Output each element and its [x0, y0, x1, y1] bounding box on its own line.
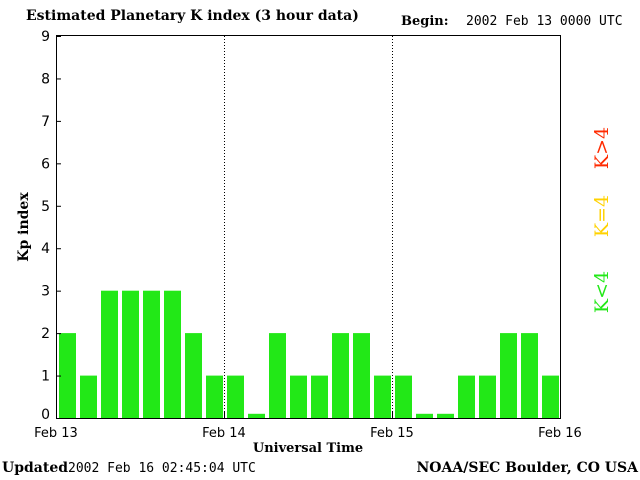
y-tick-label: 4 [41, 241, 50, 257]
kp-bar-23 [521, 333, 538, 418]
updated-timestamp: 2002 Feb 16 02:45:04 UTC [68, 461, 256, 476]
kp-bar-15 [353, 333, 370, 418]
kp-bar-21 [479, 375, 496, 418]
kp-bar-9 [227, 375, 244, 418]
credit-text: NOAA/SEC Boulder, CO USA [416, 460, 639, 476]
y-tick-label: 7 [41, 114, 50, 130]
kp-bar-19 [437, 413, 454, 418]
updated-label: Updated [2, 460, 69, 476]
kp-bar-3 [101, 290, 118, 418]
kp-bar-18 [416, 413, 433, 418]
x-tick-label: Feb 15 [370, 426, 414, 441]
begin-date: 2002 Feb 13 0000 UTC [466, 14, 623, 29]
kp-bar-14 [332, 333, 349, 418]
kp-bar-1 [59, 333, 76, 418]
plot-frame [56, 35, 561, 419]
kp-bar-11 [269, 333, 286, 418]
begin-label: Begin: [401, 14, 449, 29]
y-tick-label: 8 [41, 71, 50, 87]
legend-k-greater-4: K>4 [591, 127, 613, 169]
y-tick-label: 5 [41, 199, 50, 215]
kp-bar-7 [185, 333, 202, 418]
y-tick-label: 2 [41, 326, 50, 342]
kp-bar-6 [164, 290, 181, 418]
kp-bar-5 [143, 290, 160, 418]
y-axis: 0 1 2 3 4 5 6 7 8 9 [41, 29, 61, 423]
bars-group [59, 290, 559, 418]
y-tick-label: 6 [41, 156, 50, 172]
kp-bar-22 [500, 333, 517, 418]
x-tick-label: Feb 14 [202, 426, 246, 441]
kp-bar-2 [80, 375, 97, 418]
kp-bar-10 [248, 413, 265, 418]
legend-k-equal-4: K=4 [591, 195, 613, 237]
kp-bar-24 [542, 375, 559, 418]
x-tick-label: Feb 16 [538, 426, 582, 441]
y-tick-label: 9 [41, 29, 50, 45]
kp-bar-16 [374, 375, 391, 418]
y-tick-label: 1 [41, 369, 50, 385]
kp-bar-20 [458, 375, 475, 418]
kp-bar-17 [395, 375, 412, 418]
y-tick-label: 3 [41, 284, 50, 300]
kp-bar-13 [311, 375, 328, 418]
legend-k-less-4: K<4 [591, 271, 613, 313]
x-axis: Feb 13 Feb 14 Feb 15 Feb 16 [34, 412, 582, 441]
kp-bar-12 [290, 375, 307, 418]
chart-title: Estimated Planetary K index (3 hour data… [26, 8, 359, 24]
kp-bar-8 [206, 375, 223, 418]
x-tick-label: Feb 13 [34, 426, 78, 441]
x-axis-label: Universal Time [253, 441, 363, 456]
y-tick-label: 0 [41, 407, 50, 423]
kp-bar-4 [122, 290, 139, 418]
y-axis-label: Kp index [16, 192, 32, 262]
